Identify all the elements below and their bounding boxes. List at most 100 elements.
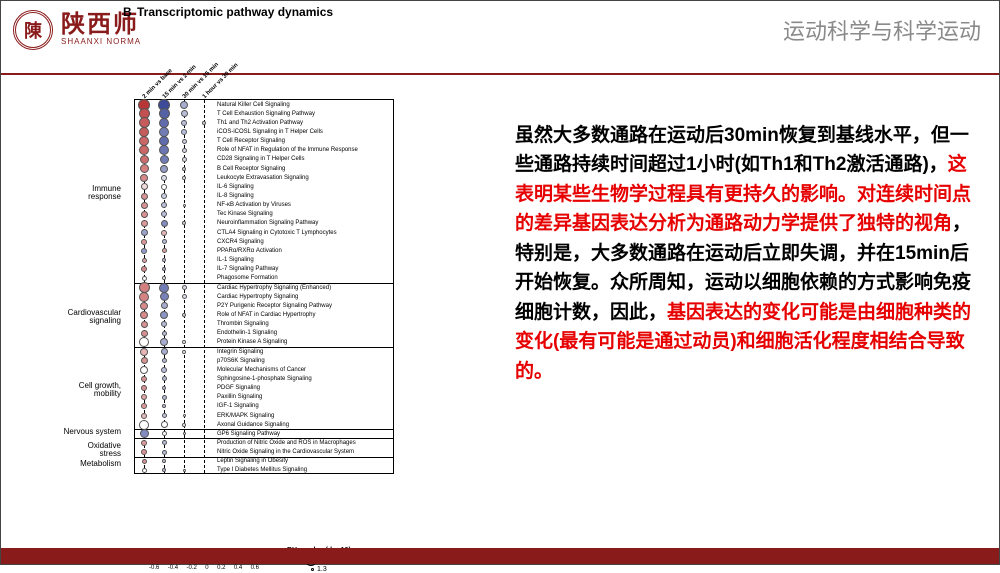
data-circle (162, 459, 166, 463)
tick-label: 0.6 (251, 565, 259, 571)
text-seg-1: 虽然大多数通路在运动后30min恢复到基线水平，但一些通路持续时间超过1小时(如… (515, 125, 969, 175)
pathway-label: Type I Diabetes Mellitus Signaling (217, 467, 307, 473)
data-circle (161, 211, 167, 217)
grid-vline (204, 100, 205, 473)
data-circle (182, 285, 187, 290)
data-circle (139, 292, 149, 302)
data-circle (182, 221, 186, 225)
pathway-label: Tec Kinase Signaling (217, 211, 273, 217)
data-circle (141, 321, 148, 328)
tick-label: -0.6 (149, 565, 159, 571)
data-circle (141, 266, 147, 272)
data-circle (141, 330, 148, 337)
pathway-label: NF-κB Activation by Viruses (217, 202, 291, 208)
pathway-label: Cardiac Hypertrophy Signaling (217, 294, 298, 300)
data-circle (141, 248, 147, 254)
data-circle (162, 404, 166, 408)
data-circle (182, 157, 187, 162)
data-circle (141, 229, 148, 236)
data-circle (141, 357, 148, 364)
data-circle (141, 239, 147, 245)
data-circle (162, 248, 167, 253)
data-circle (139, 420, 149, 430)
data-circle (140, 311, 148, 319)
data-circle (162, 276, 166, 280)
data-circle (141, 220, 148, 227)
logo-seal: 陳 (13, 10, 53, 50)
pathway-label: CD28 Signaling in T Helper Cells (217, 156, 305, 162)
pathway-label: PDGF Signaling (217, 385, 260, 391)
pathway-label: T Cell Receptor Signaling (217, 138, 285, 144)
data-circle (162, 413, 167, 418)
legend-circle-small (311, 568, 314, 571)
data-circle (161, 220, 168, 227)
page-title: 运动科学与科学运动 (783, 14, 981, 46)
data-circle (162, 468, 166, 472)
data-circle (180, 101, 188, 109)
chart-title: Transcriptomic pathway dynamics (137, 5, 333, 19)
category-label: Cardiovascularsignaling (13, 309, 121, 325)
data-circle (141, 193, 148, 200)
data-circle (161, 193, 167, 199)
data-circle (162, 331, 167, 336)
category-label: Nervous system (13, 428, 121, 436)
tick-label: 0.2 (217, 565, 225, 571)
data-circle (182, 340, 186, 344)
data-circle (139, 337, 149, 347)
pathway-label: CXCR4 Signaling (217, 239, 264, 245)
data-circle (161, 321, 167, 327)
logo-subtext: SHAANXI NORMA (61, 37, 141, 46)
pathway-label: Natural Killer Cell Signaling (217, 102, 290, 108)
pathway-label: Cardiac Hypertrophy Signaling (Enhanced) (217, 285, 331, 291)
tick-label: -0.4 (168, 565, 178, 571)
data-circle (139, 145, 149, 155)
chart-container: B Transcriptomic pathway dynamics 2 min … (9, 75, 509, 545)
data-circle (161, 230, 167, 236)
data-circle (141, 183, 148, 190)
pathway-label: Axonal Guidance Signaling (217, 422, 289, 428)
data-circle (160, 155, 169, 164)
pathway-label: Protein Kinase A Signaling (217, 339, 287, 345)
data-circle (140, 366, 148, 374)
data-circle (182, 350, 186, 354)
section-divider (135, 347, 393, 348)
data-circle (141, 211, 148, 218)
data-circle (140, 164, 149, 173)
data-circle (162, 440, 167, 445)
pathway-label: Integrin Signaling (217, 349, 263, 355)
gradient-ticks: -0.6-0.4-0.200.20.40.6 (149, 565, 259, 571)
data-circle (140, 302, 148, 310)
data-circle (160, 165, 168, 173)
data-circle (142, 459, 147, 464)
footer-bar (1, 548, 999, 564)
data-circle (182, 167, 186, 171)
data-circle (141, 413, 147, 419)
data-circle (141, 449, 147, 455)
tick-label: 0 (205, 565, 208, 571)
data-circle (183, 432, 186, 435)
pathway-label: CTLA4 Signaling in Cytotoxic T Lymphocyt… (217, 230, 337, 236)
pathway-label: Role of NFAT in Cardiac Hypertrophy (217, 312, 315, 318)
data-circle (162, 258, 166, 262)
pathway-label: IGF-1 Signaling (217, 403, 259, 409)
data-circle (141, 394, 147, 400)
tick-label: 0.4 (234, 565, 242, 571)
data-circle (181, 129, 187, 135)
data-circle (182, 139, 187, 144)
pathway-label: PPARα/RXRα Activation (217, 248, 282, 254)
data-circle (140, 155, 149, 164)
data-circle (140, 429, 149, 438)
data-circle (182, 176, 186, 180)
pathway-label: p70S6K Signaling (217, 358, 265, 364)
pathway-label: Phagosome Formation (217, 275, 278, 281)
pathway-label: P2Y Purigenic Receptor Signaling Pathway (217, 303, 332, 309)
category-label: Cell growth,mobility (13, 382, 121, 398)
data-circle (140, 348, 148, 356)
pathway-label: Paxillin Signaling (217, 394, 262, 400)
data-circle (161, 175, 167, 181)
data-circle (181, 120, 187, 126)
pathway-label: IL-7 Signaling Pathway (217, 266, 278, 272)
pathway-label: ERK/MAPK Signaling (217, 413, 274, 419)
pathway-label: IL-1 Signaling (217, 257, 254, 263)
data-circle (160, 292, 169, 301)
